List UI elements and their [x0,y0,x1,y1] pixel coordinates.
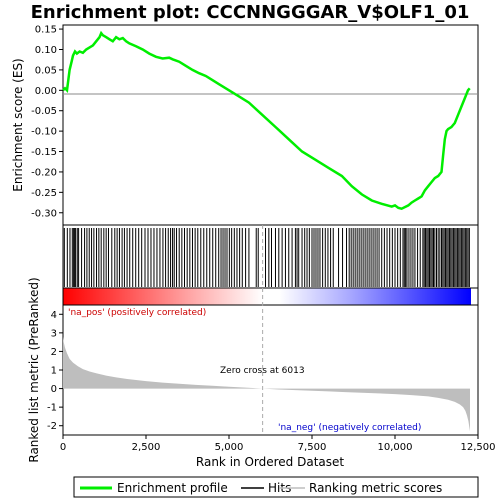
metric-y-tick-label: 3 [51,328,57,339]
es-y-tick-label: -0.30 [31,208,57,219]
ranking-metric-panel: 4 3 2 1 0 -1 -2 0 2,500 5,000 7,500 10,000 12,500 '… [27,225,496,469]
x-tick-label: 0 [60,442,66,453]
enrichment-score-panel: 0.15 0.10 0.05 0.00 -0.05 -0.10 -0.15 -0.20 -0.2… [11,24,479,226]
es-y-tick-label: 0.15 [35,25,57,36]
es-y-tick-label: 0.05 [35,65,57,76]
na-pos-label: 'na_pos' (positively correlated) [68,308,206,318]
es-y-tick-label: 0.10 [35,45,57,56]
zero-cross-label: Zero cross at 6013 [220,366,305,376]
es-y-tick-label: -0.25 [31,188,57,199]
metric-y-tick-label: 0 [51,384,57,395]
metric-y-tick-label: -1 [47,403,57,414]
rank-color-bar [63,288,471,305]
legend-metric-label: Ranking metric scores [309,481,442,495]
es-y-tick-label: 0.00 [35,86,57,97]
metric-x-ticks: 0 2,500 5,000 7,500 10,000 12,500 [60,435,496,453]
x-tick-label: 10,000 [378,442,413,453]
metric-y-ticks: 4 3 2 1 0 -1 -2 [47,310,63,432]
legend-enrichment-label: Enrichment profile [117,481,228,495]
hits-frame [62,224,479,289]
na-neg-label: 'na_neg' (negatively correlated) [278,423,421,433]
x-axis-label: Rank in Ordered Dataset [196,455,344,469]
enrichment-profile-line [62,30,471,211]
es-y-tick-label: -0.20 [31,167,57,178]
hit-lines [63,228,470,287]
x-tick-label: 2,500 [132,442,161,453]
es-plot-frame [62,24,479,226]
x-tick-label: 7,500 [298,442,327,453]
legend: Enrichment profile Hits Ranking metric s… [73,476,479,498]
metric-y-tick-label: -2 [47,421,57,432]
es-y-tick-label: -0.10 [31,127,57,138]
hits-panel [62,224,479,289]
metric-y-tick-label: 4 [51,310,57,321]
x-tick-label: 5,000 [215,442,244,453]
legend-box [73,476,479,498]
metric-frame [62,304,479,436]
es-y-tick-label: -0.05 [31,106,57,117]
chart-title: Enrichment plot: CCCNNGGGAR_V$OLF1_01 [31,2,470,23]
es-y-axis-label: Enrichment score (ES) [11,58,25,191]
ranking-metric-area [63,336,470,432]
es-y-tick-label: -0.15 [31,147,57,158]
metric-y-tick-label: 2 [51,347,57,358]
metric-y-axis-label: Ranked list metric (PreRanked) [27,277,41,462]
x-tick-label: 12,500 [461,442,496,453]
metric-y-tick-label: 1 [51,366,57,377]
es-y-ticks: 0.15 0.10 0.05 0.00 -0.05 -0.10 -0.15 -0.20 -0.2… [31,25,63,219]
